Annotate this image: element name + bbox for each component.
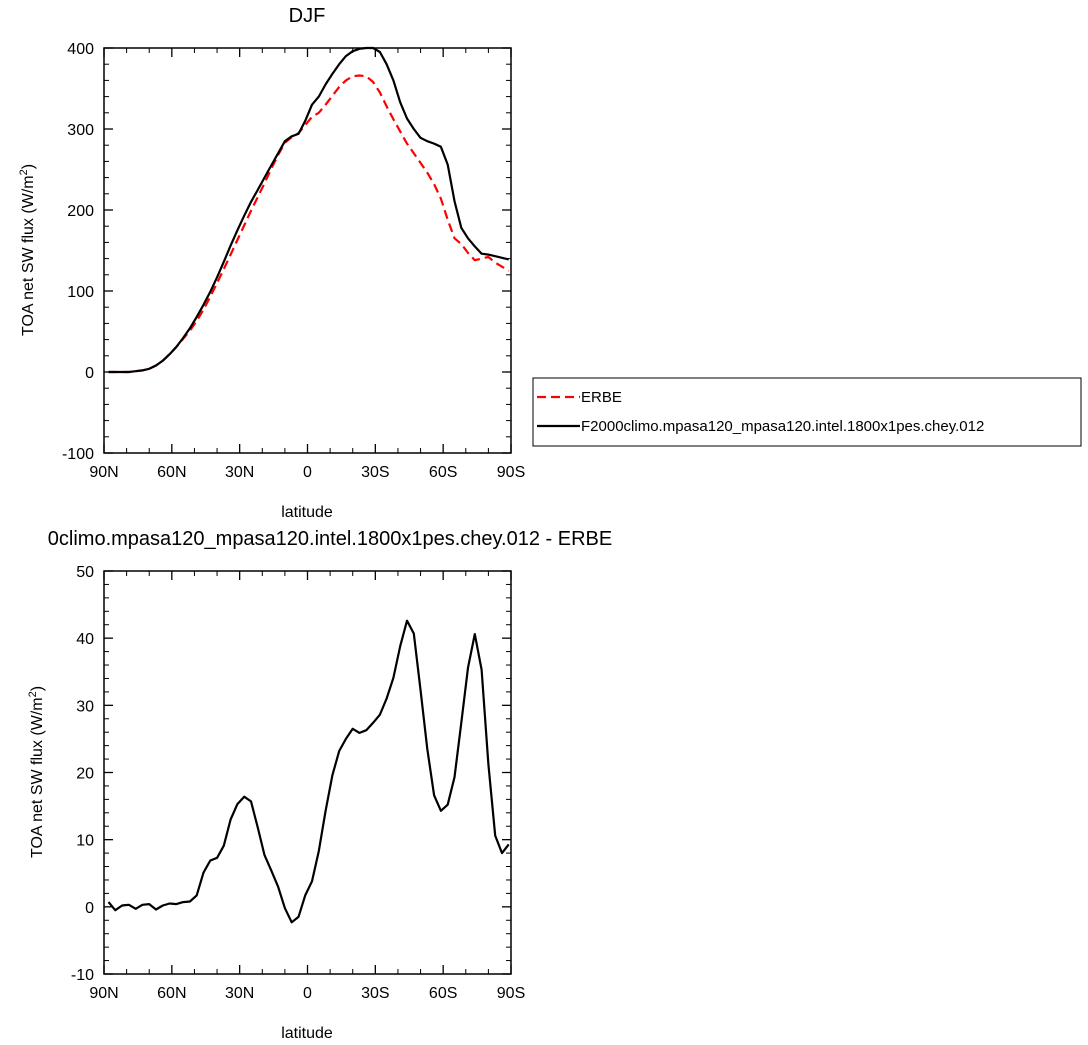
top-axes: 90N 60N 30N 0 30S 60S 90S -100 0 100 200 300 400 — [62, 41, 525, 481]
top-x-axis-label: latitude — [281, 504, 333, 521]
bottom-x-tick-label: 0 — [303, 985, 312, 1002]
bottom-x-tick-label: 90S — [497, 985, 525, 1002]
bottom-x-axis-label: latitude — [281, 1025, 333, 1042]
top-y-tick-label: 400 — [67, 41, 94, 58]
bottom-y-axis-label-close: ) — [29, 686, 46, 691]
bottom-y-tick-label: 0 — [85, 900, 94, 917]
bottom-y-axis-label: TOA net SW flux (W/m2) — [27, 686, 46, 858]
top-y-axis-label-close: ) — [20, 164, 37, 169]
bottom-y-axis-label-superscript: 2 — [27, 691, 39, 697]
bottom-x-tick-label: 30S — [361, 985, 389, 1002]
bottom-y-tick-label: 20 — [76, 766, 94, 783]
bottom-y-tick-label: 10 — [76, 833, 94, 850]
bottom-x-tick-label: 60S — [429, 985, 457, 1002]
bottom-x-tick-label: 60N — [157, 985, 186, 1002]
top-x-tick-label: 60S — [429, 464, 457, 481]
top-series-line-1 — [108, 46, 509, 374]
top-plot-frame — [103, 47, 512, 454]
bottom-panel: 0climo.mpasa120_mpasa120.intel.1800x1pes… — [27, 528, 612, 1042]
bottom-plot-frame — [103, 570, 512, 975]
top-panel: DJF 90N 60N 30N 0 30S 60S 90S -100 0 100 200 300 400… — [18, 5, 525, 521]
top-x-tick-label: 90S — [497, 464, 525, 481]
top-y-axis-label-superscript: 2 — [18, 169, 30, 175]
bottom-y-tick-label: 40 — [76, 631, 94, 648]
top-y-tick-label: 0 — [85, 365, 94, 382]
legend: ERBE F2000climo.mpasa120_mpasa120.intel.… — [532, 377, 1082, 447]
bottom-y-axis-label-main: TOA net SW flux (W/m — [29, 697, 46, 858]
top-y-tick-label: -100 — [62, 446, 94, 463]
top-y-tick-label: 100 — [67, 284, 94, 301]
bottom-series-group — [107, 619, 510, 924]
legend-label-erbe: ERBE — [581, 389, 622, 406]
bottom-x-tick-label: 90N — [89, 985, 118, 1002]
bottom-y-tick-label: 30 — [76, 698, 94, 715]
top-y-tick-label: 300 — [67, 122, 94, 139]
top-series-line-0 — [108, 74, 510, 374]
top-chart-title: DJF — [289, 5, 326, 27]
top-y-axis-label-main: TOA net SW flux (W/m — [20, 175, 37, 336]
top-x-tick-label: 0 — [303, 464, 312, 481]
bottom-y-tick-label: -10 — [71, 967, 94, 984]
bottom-axes: 90N 60N 30N 0 30S 60S 90S -10 0 10 20 30 40 50 — [71, 564, 525, 1002]
top-x-tick-label: 30N — [225, 464, 254, 481]
bottom-series-line-0 — [107, 619, 510, 924]
legend-box — [532, 377, 1082, 447]
top-y-tick-label: 200 — [67, 203, 94, 220]
bottom-x-tick-label: 30N — [225, 985, 254, 1002]
bottom-chart-title: 0climo.mpasa120_mpasa120.intel.1800x1pes… — [48, 528, 612, 550]
bottom-y-tick-label: 50 — [76, 564, 94, 581]
legend-label-model: F2000climo.mpasa120_mpasa120.intel.1800x… — [581, 418, 984, 435]
top-series-group — [108, 46, 510, 374]
top-x-tick-label: 30S — [361, 464, 389, 481]
top-x-tick-label: 60N — [157, 464, 186, 481]
top-x-tick-label: 90N — [89, 464, 118, 481]
top-y-axis-label: TOA net SW flux (W/m2) — [18, 164, 37, 336]
